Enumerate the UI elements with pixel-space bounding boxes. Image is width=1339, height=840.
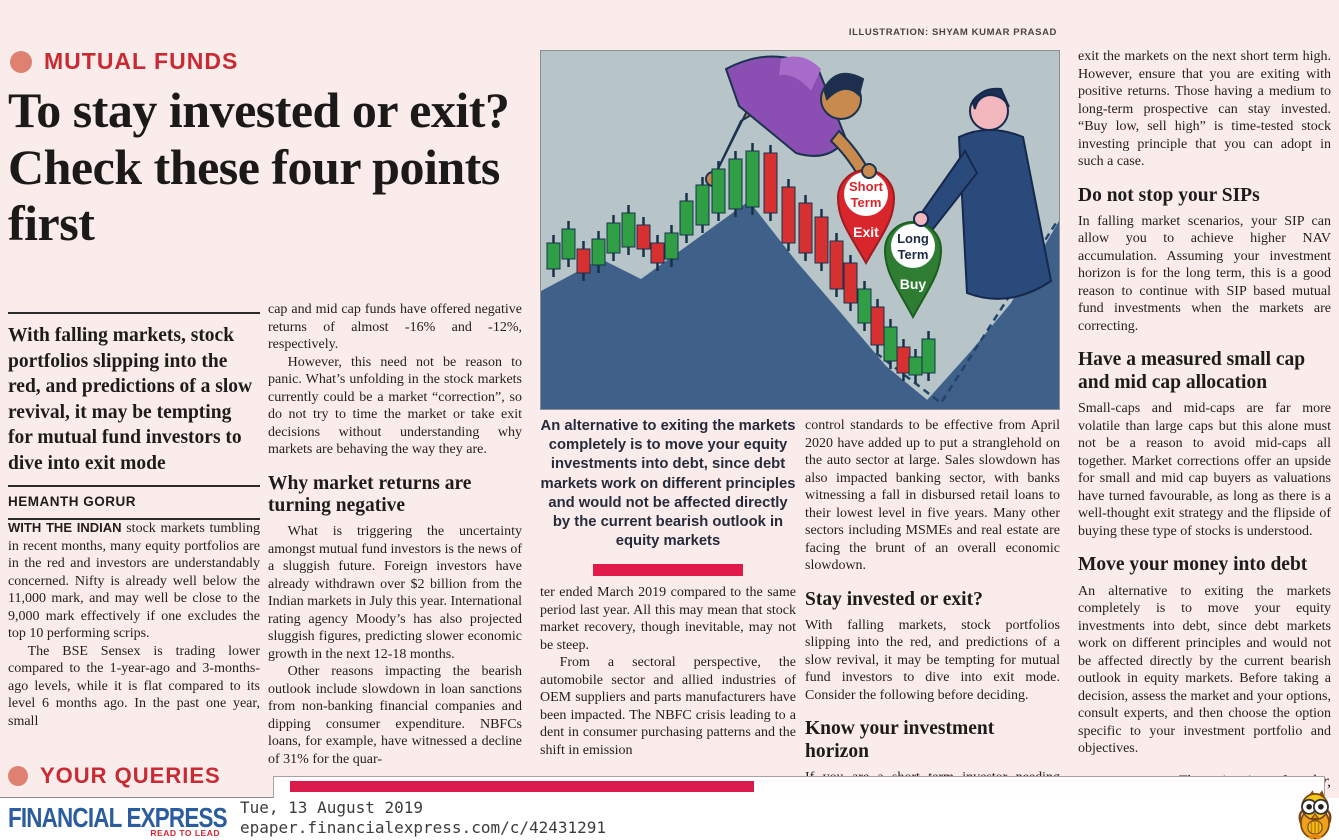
body-paragraph: What is triggering the uncertainty among… <box>268 524 522 662</box>
buy-pin: Long Term Buy <box>883 221 943 320</box>
buy-pin-action: Buy <box>900 276 927 292</box>
queries-box-bar <box>290 781 754 792</box>
body-paragraph: With falling markets, stock portfolios s… <box>805 617 1060 703</box>
candlestick-chart <box>546 143 936 383</box>
body-paragraph: Other reasons impacting the bearish outl… <box>268 664 522 767</box>
body-paragraph: WITH THE INDIAN stock markets tumbling i… <box>8 520 260 642</box>
column-5: exit the markets on the next short term … <box>1078 48 1331 812</box>
buy-pin-text: Long <box>897 231 929 246</box>
subhead-do-not-stop-sips: Do not stop your SIPs <box>1078 184 1260 206</box>
exit-pin-text: Short <box>849 179 884 194</box>
financial-express-logo: FINANCIAL EXPRESS <box>8 802 228 833</box>
queries-kicker: YOUR QUERIES <box>8 763 221 789</box>
suit-hand <box>913 211 929 227</box>
queries-dot-icon <box>8 766 28 786</box>
pull-quote-text: An alternative to exiting the markets co… <box>540 418 796 550</box>
mountain-shapes <box>541 201 1059 409</box>
purple-hand <box>861 163 877 179</box>
column-1: With falling markets, stock portfolios s… <box>8 312 260 730</box>
pull-quote: An alternative to exiting the markets co… <box>540 417 796 576</box>
column-2: cap and mid cap funds have offered negat… <box>268 301 522 768</box>
purple-investor-figure <box>705 55 871 187</box>
owl-mascot-icon <box>1298 790 1332 840</box>
section-kicker: MUTUAL FUNDS <box>10 48 238 75</box>
svg-text:Term: Term <box>851 195 882 210</box>
byline: HEMANTH GORUR <box>8 485 260 521</box>
logo-tagline: READ TO LEAD <box>150 828 220 838</box>
suit-investor-figure <box>913 87 1053 300</box>
subhead-why-market-returns: Why market returns are turning negative <box>268 472 472 516</box>
subhead-move-to-debt: Move your money into debt <box>1078 554 1308 576</box>
body-paragraph: Small-caps and mid-caps are far more vol… <box>1078 401 1331 539</box>
lead-in: WITH THE INDIAN <box>8 520 122 536</box>
market-illustration: Short Term Exit Long Term Buy <box>540 50 1060 410</box>
kicker-dot-icon <box>10 50 32 73</box>
body-paragraph: control standards to be effective from A… <box>805 418 1060 573</box>
footer-url: epaper.financialexpress.com/c/42431291 <box>240 818 607 837</box>
body-paragraph: However, this need not be reason to pani… <box>268 354 522 458</box>
epaper-footer: FINANCIAL EXPRESS READ TO LEAD Tue, 13 A… <box>0 790 1339 840</box>
pull-quote-bar <box>593 563 743 576</box>
subhead-investment-horizon: Know your investment horizon <box>805 718 995 762</box>
body-paragraph: From a sectoral perspective, the automob… <box>540 655 796 758</box>
article-headline: To stay invested or exit? Check these fo… <box>8 82 510 251</box>
standfirst: With falling markets, stock portfolios s… <box>8 312 260 476</box>
body-paragraph: cap and mid cap funds have offered negat… <box>268 302 522 352</box>
svg-text:Term: Term <box>898 247 929 262</box>
footer-date: Tue, 13 August 2019 <box>240 798 424 817</box>
body-paragraph: An alternative to exiting the markets co… <box>1078 583 1331 757</box>
exit-pin-action: Exit <box>853 224 879 240</box>
column-3: ter ended March 2019 compared to the sam… <box>540 584 796 759</box>
subhead-stay-invested: Stay invested or exit? <box>805 588 983 610</box>
section-kicker-label: MUTUAL FUNDS <box>44 48 239 74</box>
body-paragraph: ter ended March 2019 compared to the sam… <box>540 585 796 653</box>
column-4: control standards to be effective from A… <box>805 417 1060 804</box>
body-paragraph: In falling market scenarios, your SIP ca… <box>1078 213 1331 334</box>
body-paragraph: The BSE Sensex is trading lower compared… <box>8 643 260 729</box>
illustration-credit: ILLUSTRATION: SHYAM KUMAR PRASAD <box>848 27 1057 38</box>
queries-kicker-label: YOUR QUERIES <box>40 763 221 788</box>
body-paragraph: exit the markets on the next short term … <box>1078 49 1331 169</box>
subhead-small-mid-cap: Have a measured small cap and mid cap al… <box>1078 349 1306 393</box>
